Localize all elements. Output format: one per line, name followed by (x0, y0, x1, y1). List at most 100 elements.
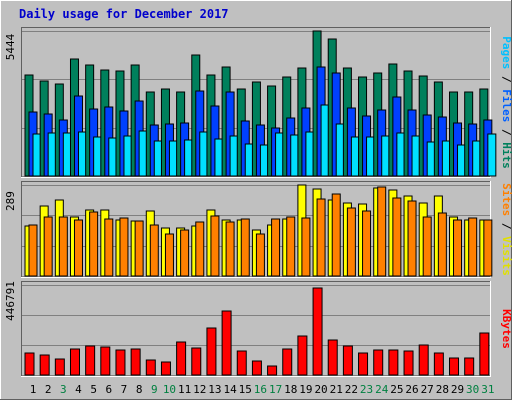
bar-sites-day-19 (301, 217, 311, 277)
bar-sites-day-21 (331, 193, 341, 277)
bar-sites-day-3 (58, 216, 68, 277)
x-axis-day-label: 30 (466, 383, 479, 396)
y-axis-max-label: 446791 (4, 281, 17, 321)
bar-sites-day-10 (164, 233, 174, 277)
x-axis-day-label: 8 (136, 383, 143, 396)
legend-entry: Sites (500, 183, 512, 216)
bar-sites-day-24 (377, 186, 387, 277)
legend-entry: Files (500, 89, 512, 122)
x-axis-day-label: 31 (481, 383, 494, 396)
bar-sites-day-7 (119, 217, 129, 277)
x-axis-day-label: 2 (45, 383, 52, 396)
x-axis-day-label: 17 (269, 383, 282, 396)
series-legend: Pages / Files / Hits (500, 36, 512, 169)
bar-kbytes-day-1 (24, 352, 35, 376)
x-axis-day-label: 20 (314, 383, 327, 396)
bar-kbytes-day-22 (342, 345, 353, 376)
legend-entry: Visits (500, 236, 512, 276)
bar-kbytes-day-5 (85, 345, 96, 376)
bar-kbytes-day-19 (297, 335, 308, 376)
series-legend: KBytes (500, 309, 512, 349)
bar-sites-day-4 (73, 219, 83, 277)
bar-kbytes-day-30 (464, 357, 475, 376)
x-axis-day-label: 5 (90, 383, 97, 396)
bar-kbytes-day-16 (251, 360, 262, 376)
bar-sites-day-8 (134, 220, 144, 277)
x-axis-day-label: 14 (223, 383, 237, 396)
x-axis-day-label: 12 (193, 383, 206, 396)
x-axis-day-label: 24 (375, 383, 389, 396)
bar-sites-day-11 (180, 229, 190, 277)
bar-sites-day-30 (468, 217, 478, 277)
bar-sites-day-27 (422, 216, 432, 277)
bar-sites-day-9 (149, 224, 159, 277)
bar-kbytes-day-6 (100, 346, 111, 376)
series-legend: Sites / Visits (500, 183, 512, 276)
bar-kbytes-day-23 (358, 352, 369, 376)
bar-sites-day-2 (43, 216, 53, 277)
bar-sites-day-31 (483, 219, 493, 277)
x-axis-day-label: 28 (436, 383, 449, 396)
x-axis-day-label: 22 (345, 383, 358, 396)
x-axis-day-label: 18 (284, 383, 297, 396)
bar-sites-day-26 (407, 200, 417, 277)
legend-entry: / (500, 69, 512, 89)
x-axis-day-label: 21 (330, 383, 343, 396)
bar-kbytes-day-27 (418, 344, 429, 376)
x-axis-day-label: 19 (299, 383, 312, 396)
x-axis-day-label: 3 (60, 383, 67, 396)
bar-kbytes-day-11 (176, 341, 187, 376)
bar-kbytes-day-14 (221, 310, 232, 376)
legend-entry: Hits (500, 142, 512, 169)
bar-kbytes-day-2 (39, 354, 50, 376)
x-axis-day-label: 26 (405, 383, 418, 396)
bar-sites-day-22 (346, 207, 356, 277)
x-axis-day-label: 13 (208, 383, 221, 396)
legend-entry: / (500, 122, 512, 142)
bar-kbytes-day-26 (403, 350, 414, 376)
bar-kbytes-day-20 (312, 287, 323, 376)
bar-kbytes-day-9 (145, 359, 156, 376)
x-axis-day-label: 11 (178, 383, 191, 396)
bar-sites-day-13 (210, 215, 220, 277)
bar-kbytes-day-24 (373, 349, 384, 376)
bar-kbytes-day-3 (54, 358, 65, 376)
bar-pages-day-31 (487, 133, 497, 177)
bar-kbytes-day-8 (130, 348, 141, 376)
bar-sites-day-6 (104, 218, 114, 277)
chart-title: Daily usage for December 2017 (19, 7, 229, 21)
bar-kbytes-day-25 (388, 349, 399, 376)
bar-sites-day-17 (271, 218, 281, 277)
x-axis-day-label: 6 (105, 383, 112, 396)
bar-kbytes-day-31 (479, 332, 490, 376)
bar-kbytes-day-15 (236, 350, 247, 376)
bar-sites-day-5 (89, 211, 99, 277)
bar-sites-day-16 (255, 233, 265, 277)
bar-kbytes-day-21 (327, 339, 338, 376)
x-axis-day-label: 9 (151, 383, 158, 396)
bar-kbytes-day-4 (69, 348, 80, 376)
x-axis-day-label: 23 (360, 383, 373, 396)
legend-entry: / (500, 216, 512, 236)
bar-sites-day-29 (453, 219, 463, 277)
x-axis-day-label: 7 (121, 383, 128, 396)
bar-sites-day-20 (316, 198, 326, 277)
bar-kbytes-day-29 (449, 357, 460, 376)
x-axis-day-label: 25 (390, 383, 403, 396)
x-axis-day-label: 15 (239, 383, 252, 396)
x-axis-day-label: 10 (163, 383, 176, 396)
bar-kbytes-day-12 (191, 347, 202, 376)
x-axis-day-label: 27 (421, 383, 434, 396)
legend-entry: KBytes (500, 309, 512, 349)
bar-kbytes-day-17 (267, 365, 278, 376)
x-axis-day-label: 29 (451, 383, 464, 396)
bar-sites-day-25 (392, 197, 402, 277)
legend-entry: Pages (500, 36, 512, 69)
y-axis-max-label: 289 (4, 191, 17, 211)
bar-kbytes-day-10 (160, 361, 171, 376)
bar-sites-day-14 (225, 221, 235, 277)
bar-sites-day-15 (240, 218, 250, 277)
bar-sites-day-28 (437, 212, 447, 277)
